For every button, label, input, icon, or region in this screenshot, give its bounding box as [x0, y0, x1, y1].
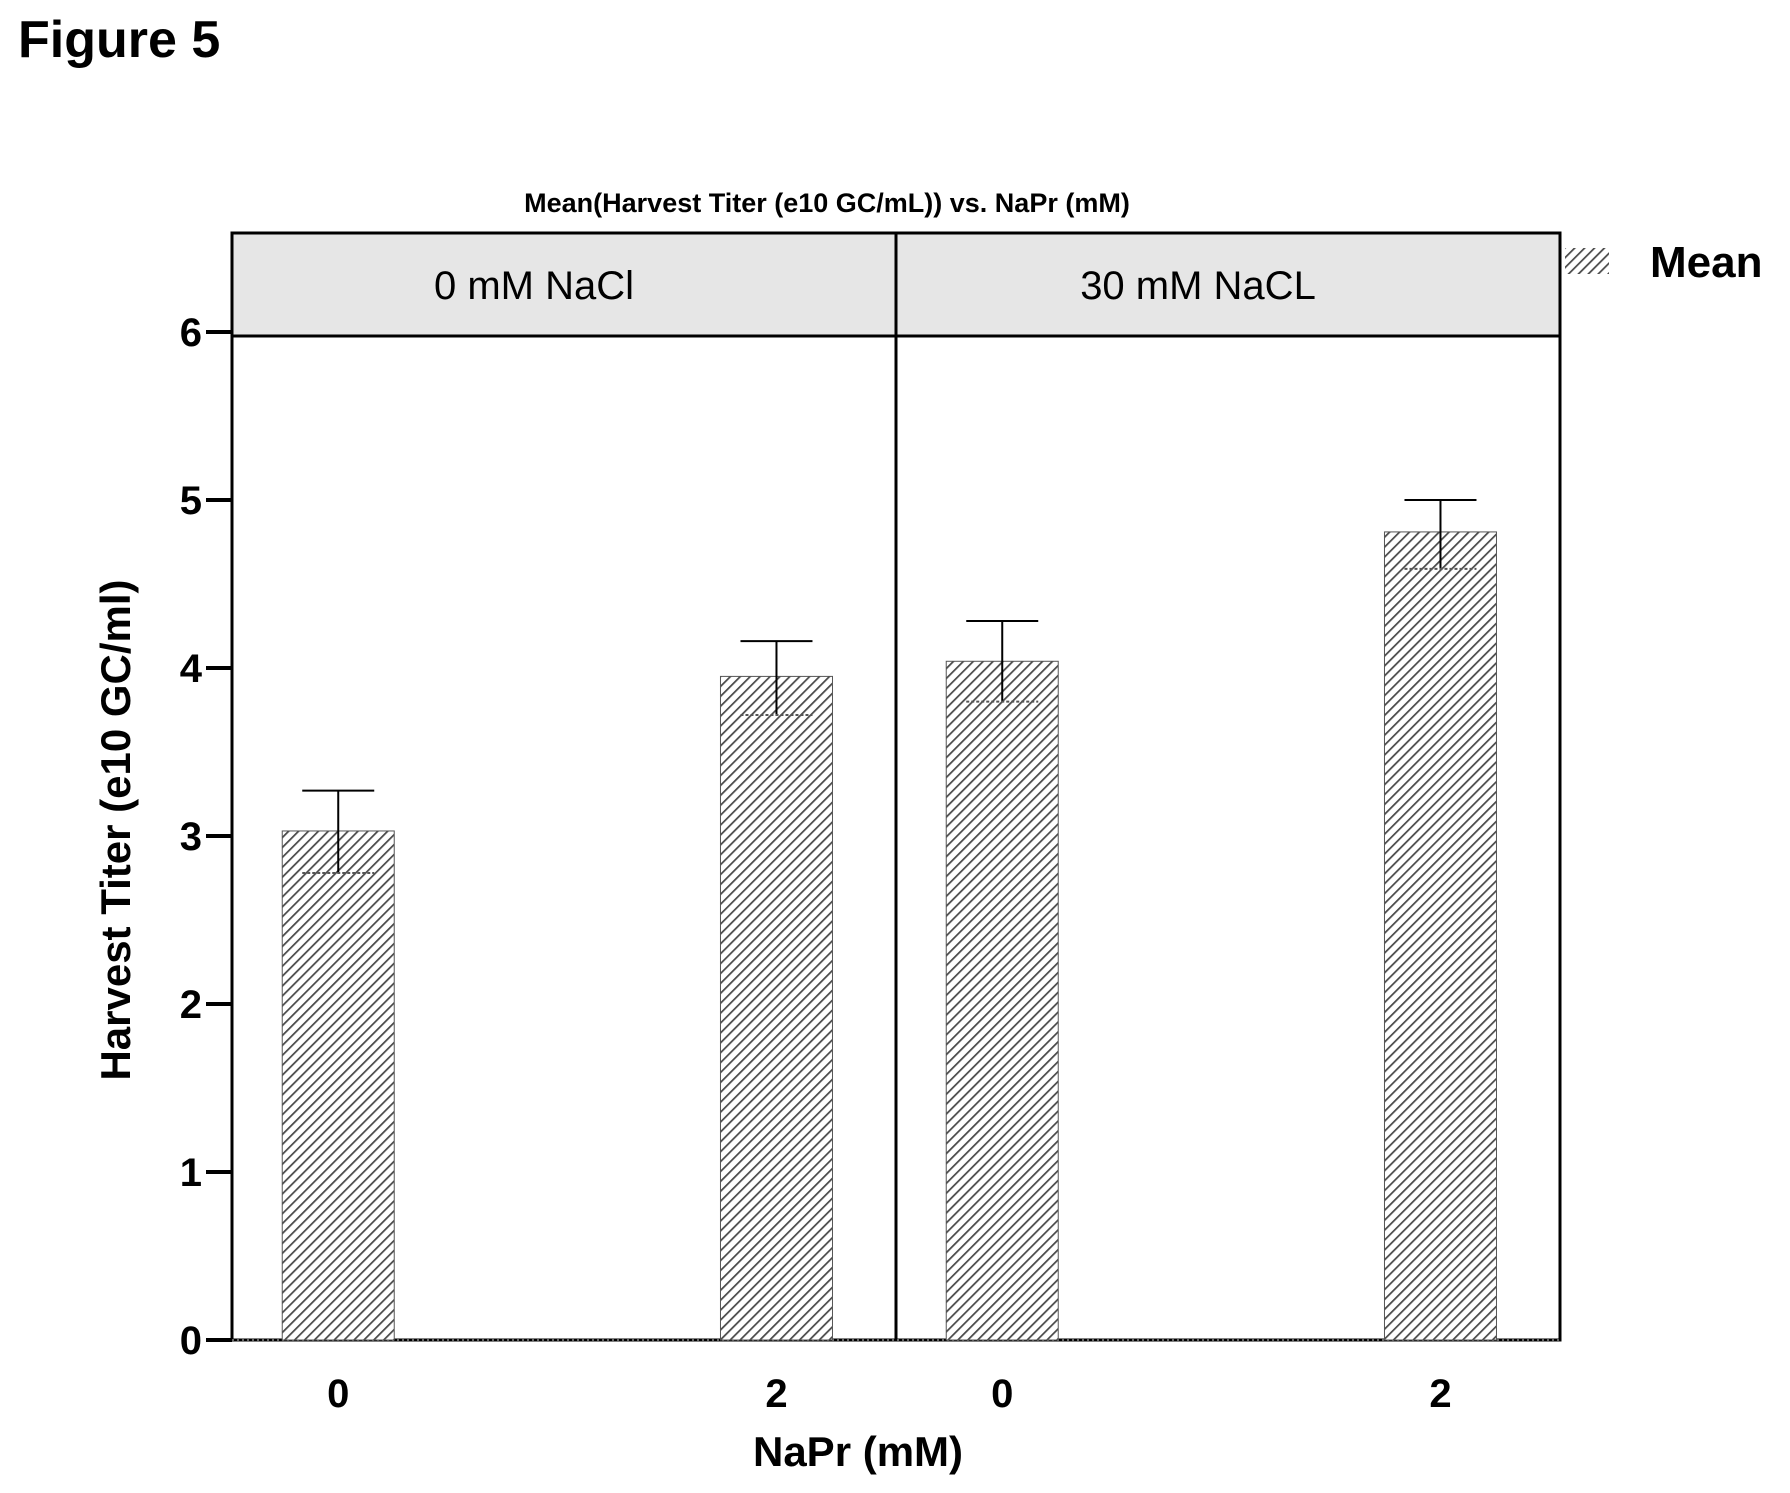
bar-panel1-cat1	[1383, 531, 1497, 1341]
legend-label: Mean	[1650, 238, 1762, 287]
panel-header-0	[230, 231, 898, 338]
x-tick-label-panel0-cat1: 2	[765, 1372, 787, 1416]
y-axis-label: Harvest Titer (e10 GC/ml)	[92, 579, 139, 1080]
y-tick-label-6: 6	[180, 311, 202, 355]
panel-header-1	[894, 231, 1562, 338]
y-tick-label-5: 5	[180, 479, 202, 523]
x-tick-label-panel1-cat1: 2	[1429, 1372, 1451, 1416]
bar-panel0-cat1	[719, 675, 833, 1341]
chart-title: Mean(Harvest Titer (e10 GC/mL)) vs. NaPr…	[524, 188, 1130, 218]
y-tick-label-2: 2	[180, 983, 202, 1027]
panel-label-1: 30 mM NaCL	[1080, 264, 1316, 308]
y-tick-label-0: 0	[180, 1319, 202, 1363]
legend: Mean	[1565, 238, 1762, 287]
x-tick-label-panel1-cat0: 0	[991, 1372, 1013, 1416]
x-tick-label-panel0-cat0: 0	[327, 1372, 349, 1416]
panel-label-0: 0 mM NaCl	[434, 264, 634, 308]
x-axis-label: NaPr (mM)	[753, 1428, 963, 1475]
legend-swatch	[1565, 248, 1609, 274]
y-tick-label-1: 1	[180, 1151, 202, 1195]
bar-panel0-cat0	[281, 830, 395, 1341]
bar-panel1-cat0	[945, 660, 1059, 1341]
figure-label: Figure 5	[18, 11, 221, 69]
y-tick-label-4: 4	[180, 647, 203, 691]
y-tick-label-3: 3	[180, 815, 202, 859]
